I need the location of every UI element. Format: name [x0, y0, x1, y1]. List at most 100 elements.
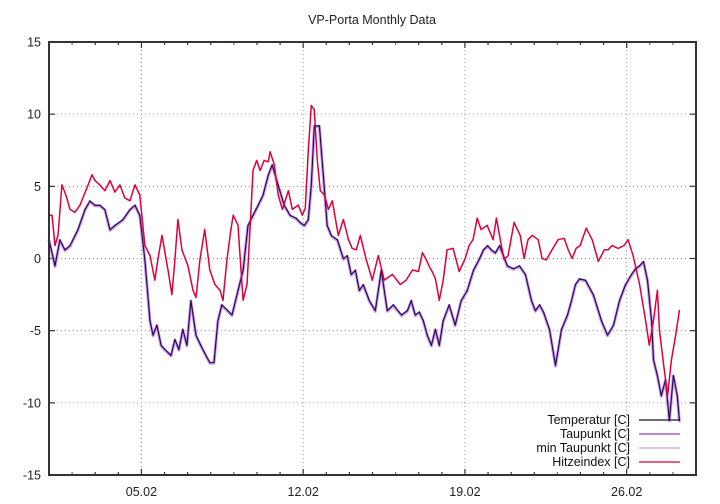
data-point: [303, 224, 305, 226]
data-point: [170, 354, 172, 356]
data-point: [257, 204, 259, 206]
data-point: [429, 268, 431, 270]
data-point: [623, 244, 625, 247]
data-point: [104, 190, 106, 192]
data-point: [242, 269, 244, 271]
x-tick-label: 05.02: [126, 485, 157, 499]
data-point: [299, 221, 301, 223]
data-point: [246, 283, 248, 286]
data-point: [579, 244, 581, 247]
data-point: [227, 309, 229, 312]
data-point: [350, 273, 352, 275]
data-point: [310, 184, 312, 186]
y-tick-label: 10: [27, 108, 41, 122]
series-lines: [47, 104, 681, 423]
data-point: [122, 218, 124, 221]
data-point: [365, 259, 367, 261]
data-point: [144, 259, 146, 261]
data-point: [267, 161, 269, 163]
data-point: [144, 244, 146, 247]
data-point: [104, 208, 106, 210]
data-point: [563, 237, 565, 239]
data-point: [313, 125, 315, 127]
data-point: [571, 257, 573, 260]
data-point: [377, 255, 379, 257]
data-point: [139, 194, 141, 196]
data-point: [492, 239, 494, 241]
data-point: [269, 151, 271, 153]
data-point: [89, 200, 91, 202]
data-point: [351, 247, 353, 249]
data-point: [391, 273, 393, 275]
data-point: [512, 268, 515, 270]
data-point: [454, 324, 456, 326]
data-point: [61, 184, 63, 186]
data-point: [537, 239, 539, 241]
data-point: [342, 257, 344, 260]
data-point: [310, 104, 312, 107]
data-point: [174, 259, 176, 261]
data-point: [149, 255, 151, 257]
data-point: [319, 190, 321, 192]
data-point: [430, 269, 432, 271]
data-point: [374, 309, 376, 312]
data-point: [69, 244, 71, 247]
x-tick-label: 26.02: [611, 485, 642, 499]
data-point: [499, 239, 501, 241]
x-tick-label: 19.02: [449, 485, 480, 499]
data-point: [347, 239, 350, 241]
data-point: [651, 320, 653, 322]
data-point: [675, 334, 677, 336]
data-point: [205, 354, 207, 356]
data-point: [442, 320, 444, 322]
data-point: [327, 208, 329, 210]
data-point: [301, 214, 303, 216]
data-point: [574, 283, 577, 286]
data-point: [648, 344, 650, 346]
data-point: [342, 218, 344, 221]
data-point: [618, 299, 621, 301]
y-tick-label: 0: [34, 252, 41, 266]
data-point: [51, 214, 53, 216]
data-point: [442, 279, 444, 281]
data-point: [204, 229, 206, 231]
data-point: [612, 324, 615, 326]
x-axis-tick-labels: 05.02 12.02 19.02 26.02: [126, 485, 643, 499]
data-point: [65, 194, 67, 196]
data-point: [252, 169, 254, 172]
data-point: [524, 273, 527, 275]
data-point: [513, 221, 515, 223]
legend-item-min-taupunkt: min Taupunkt [C]: [536, 441, 680, 455]
data-point: [460, 299, 462, 301]
data-point: [486, 224, 488, 226]
legend-label-min-taupunkt: min Taupunkt [C]: [536, 441, 630, 455]
data-point: [157, 259, 159, 261]
data-point: [99, 204, 101, 206]
data-point: [307, 149, 309, 151]
data-point: [322, 174, 324, 176]
data-point: [213, 361, 215, 363]
data-point: [676, 395, 678, 397]
data-point: [231, 314, 233, 316]
data-point: [425, 259, 427, 261]
data-point: [507, 255, 509, 257]
data-point: [171, 294, 173, 296]
data-point: [630, 273, 633, 275]
data-point: [358, 289, 360, 291]
data-point: [567, 249, 569, 251]
data-point: [646, 279, 649, 281]
data-point: [575, 247, 577, 249]
data-point: [77, 229, 79, 231]
data-point: [392, 304, 394, 306]
data-point: [161, 234, 163, 236]
data-point: [534, 309, 537, 312]
data-point: [273, 164, 275, 166]
data-point: [359, 234, 361, 236]
data-point: [548, 328, 551, 330]
data-point: [277, 194, 279, 196]
data-point: [289, 214, 291, 216]
data-point: [267, 174, 269, 176]
data-point: [277, 184, 279, 186]
data-point: [448, 304, 450, 306]
